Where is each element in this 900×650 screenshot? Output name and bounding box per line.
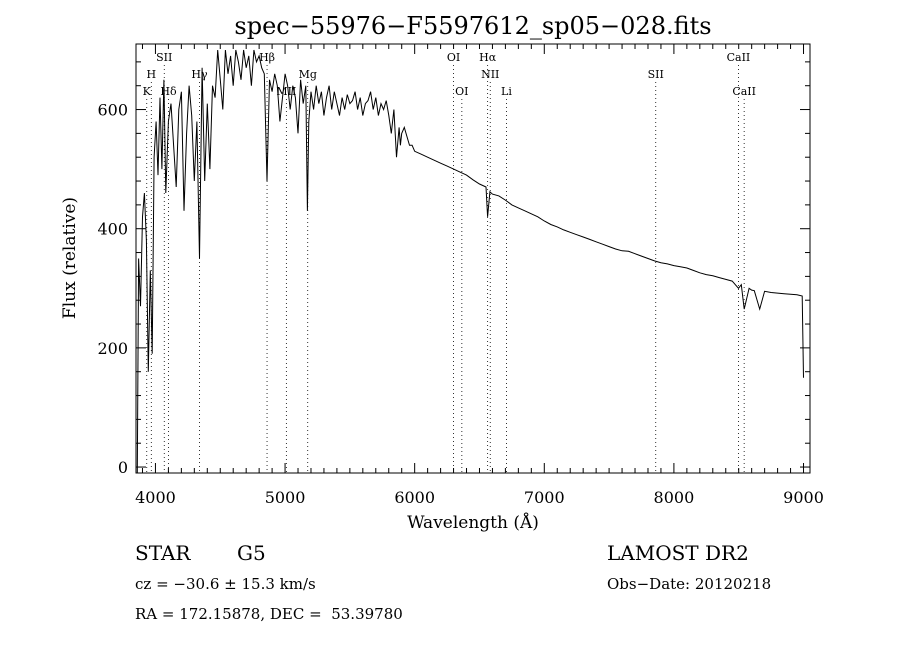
- line-label-mid: Hγ: [191, 68, 208, 81]
- x-tick-label: 6000: [394, 488, 435, 507]
- line-label-mid: H: [146, 68, 156, 81]
- x-tick-label: 9000: [783, 488, 824, 507]
- x-tick-label: 5000: [265, 488, 306, 507]
- redshift-velocity: cz = −30.6 ± 15.3 km/s: [135, 575, 316, 593]
- y-axis-label: Flux (relative): [60, 197, 80, 319]
- line-label-low: CaII: [732, 85, 756, 98]
- line-label-mid: NII: [481, 68, 499, 81]
- x-axis-label: Wavelength (Å): [407, 512, 539, 533]
- x-tick-label: 4000: [135, 488, 176, 507]
- x-tick-label: 7000: [524, 488, 565, 507]
- line-label-top: SII: [156, 51, 172, 64]
- line-label-top: CaII: [727, 51, 751, 64]
- line-label-top: Hα: [479, 51, 497, 64]
- line-label-low: K: [143, 85, 152, 98]
- line-label-low: Hδ: [160, 85, 177, 98]
- line-label-mid: Mg: [299, 68, 317, 81]
- line-label-low: Li: [501, 85, 512, 98]
- y-tick-label: 600: [97, 101, 128, 120]
- object-class: STAR: [135, 541, 191, 565]
- x-tick-label: 8000: [654, 488, 695, 507]
- line-label-top: OI: [447, 51, 460, 64]
- line-label-low: OI: [455, 85, 468, 98]
- plot-area: 4000 5000 6000 7000 8000 9000 0 200 400 600 SII Hβ O…: [97, 43, 824, 507]
- line-label-top: Hβ: [259, 51, 275, 64]
- survey-name: LAMOST DR2: [607, 541, 749, 565]
- line-label-mid: SII: [648, 68, 664, 81]
- observation-date: Obs−Date: 20120218: [607, 575, 772, 593]
- y-tick-label: 0: [118, 458, 128, 477]
- y-tick-label: 200: [97, 339, 128, 358]
- plot-frame: [135, 43, 811, 474]
- y-tick-label: 400: [97, 220, 128, 239]
- subclass: G5: [237, 541, 266, 565]
- chart-title: spec−55976−F5597612_sp05−028.fits: [234, 12, 711, 40]
- spectrum-line: [136, 49, 804, 474]
- coordinates: RA = 172.15878, DEC = 53.39780: [135, 605, 403, 623]
